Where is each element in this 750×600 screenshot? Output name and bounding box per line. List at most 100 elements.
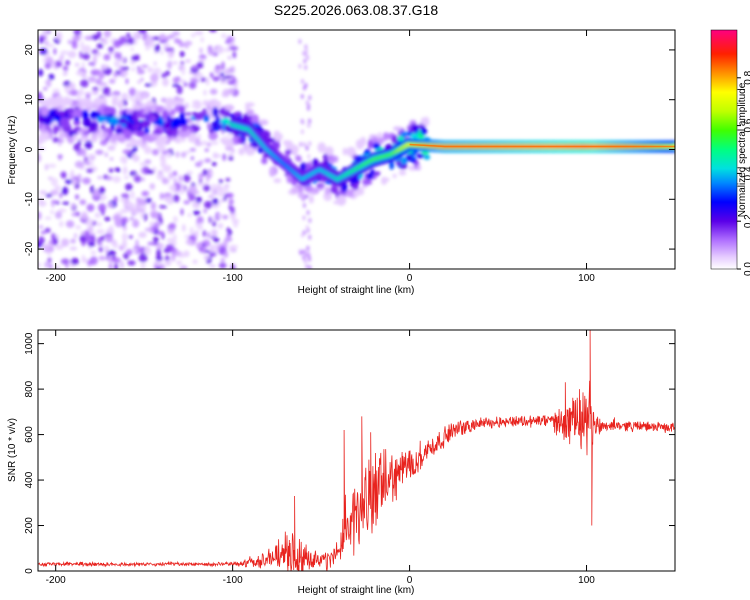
heatmap-cell [79,50,83,59]
heatmap-cell [406,153,413,162]
heatmap-cell [160,264,166,269]
heatmap-cell [116,134,126,140]
heatmap-cell [161,177,170,185]
heatmap-cell [199,247,204,252]
heatmap-cell [187,212,192,218]
heatmap-cell [188,193,196,202]
heatmap-cell [203,200,213,209]
heatmap-cell [185,43,189,49]
heatmap-cell [48,73,55,81]
heatmap-cell [300,118,304,124]
heatmap-cell [227,80,236,85]
heatmap-cell [162,110,168,120]
heatmap-cell [98,186,106,194]
heatmap-cell [156,230,164,236]
heatmap-cell [73,120,81,126]
heatmap-cell [210,187,214,196]
heatmap-cell [305,145,309,151]
heatmap-cell [196,61,204,69]
heatmap-cell [301,232,304,238]
heatmap-cell [166,61,173,69]
heatmap-cell [137,68,145,75]
heatmap-cell [92,55,97,65]
heatmap-cell [70,257,79,265]
heatmap-cell [80,79,89,88]
heatmap-cell [108,51,114,55]
heatmap-cell [345,191,351,197]
heatmap-cell [62,72,68,76]
heatmap-cell [112,257,121,264]
heatmap-cell [225,110,231,117]
heatmap-cell [377,132,382,138]
heatmap-cell [381,176,387,185]
heatmap-cell [295,155,302,162]
heatmap-cell [204,250,212,253]
heatmap-cell [70,169,75,177]
heatmap-cell [273,178,282,184]
heatmap-cell [216,185,222,192]
heatmap-cell [55,95,64,106]
heatmap-cell [144,227,153,232]
heatmap-cell [306,210,310,216]
heatmap-cell [353,189,361,197]
heatmap-cell [189,226,194,236]
heatmap-cell [228,156,234,161]
heatmap-cell [80,127,89,133]
heatmap-cell [81,148,87,158]
heatmap-cell [224,67,231,76]
heatmap-cell [73,233,78,239]
heatmap-cell [64,85,69,93]
heatmap-cell [226,227,231,233]
heatmap-cell [245,146,255,156]
heatmap-cell [138,253,148,263]
heatmap-cell [198,221,203,230]
heatmap-cell [89,256,98,266]
heatmap-cell [153,67,162,76]
heatmap-cell [50,209,55,215]
heatmap-cell [286,173,292,184]
heatmap-cell [52,124,58,135]
heatmap-cell [218,262,227,269]
heatmap-cell [203,255,210,261]
heatmap-cell [99,38,105,42]
heatmap-cell [79,87,84,97]
heatmap-cell [208,216,212,224]
heatmap-cell [135,201,142,211]
heatmap-cell [130,190,135,200]
heatmap-cell [139,162,148,167]
heatmap-cell [303,85,306,91]
heatmap-cell [298,39,302,44]
heatmap-cell [154,36,161,41]
heatmap-cell [82,177,91,185]
heatmap-cell [134,90,143,100]
heatmap-cell [52,88,60,94]
heatmap-cell [90,185,95,194]
heatmap-cell [305,100,309,106]
heatmap-cell [68,83,74,89]
heatmap-cell [181,125,188,132]
heatmap-cell [212,106,219,118]
heatmap-cell [209,88,218,95]
heatmap-cell [69,246,78,251]
colorbar-tick-label: 0.8 [743,70,750,84]
heatmap-cell [284,149,292,155]
heatmap-cell [304,185,314,192]
heatmap-cell [109,78,116,84]
heatmap-cell [423,116,430,127]
heatmap-cell [119,155,128,164]
heatmap-cell [181,67,186,76]
heatmap-cell [124,129,132,140]
heatmap-cell [60,258,70,265]
heatmap-cell [307,122,310,128]
heatmap-cell [195,125,201,131]
heatmap-cell [125,121,132,130]
heatmap-cell [103,245,110,250]
heatmap-cell [158,205,168,209]
heatmap-cell [205,77,210,86]
heatmap-cell [298,63,302,69]
heatmap-cell [136,109,141,119]
heatmap-cell [67,39,72,45]
heatmap-cell [332,155,339,163]
heatmap-cell [245,104,251,112]
heatmap-cell [166,152,172,159]
